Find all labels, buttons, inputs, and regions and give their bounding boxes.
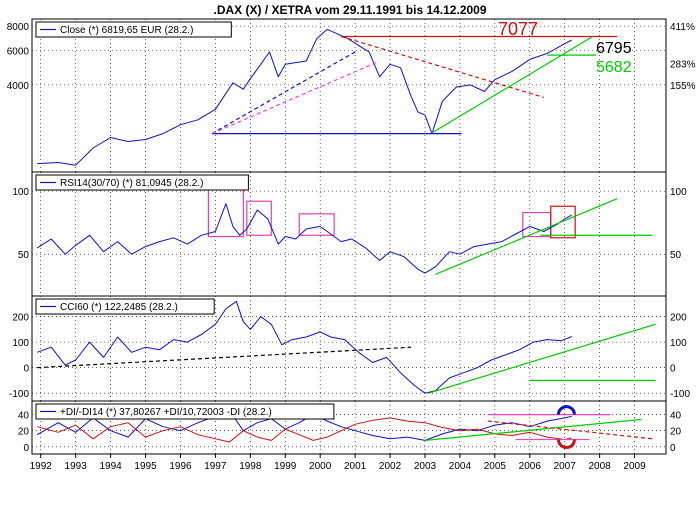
year-label: 2000 — [309, 461, 332, 472]
year-label: 2005 — [484, 461, 507, 472]
year-label: 1996 — [169, 461, 192, 472]
trendline — [37, 346, 412, 369]
trendline — [424, 418, 642, 441]
x-axis: 1992 1993 1994 1995 1996 1997 1998 1999 2000 2001… — [30, 454, 646, 472]
rsi-series-line — [36, 203, 572, 274]
year-label: 2003 — [414, 461, 437, 472]
price-annotation: 6795 — [596, 40, 632, 57]
year-label: 1994 — [99, 461, 122, 472]
highlight-arc — [556, 439, 576, 449]
year-label: 2002 — [379, 461, 402, 472]
left-tick-label: 0 — [23, 443, 29, 454]
cci-panel: 200 200 100 100 0 0 -100 -100 CCI60 (*) 122,2485… — [9, 295, 690, 402]
dmi-frame — [31, 400, 667, 455]
left-tick-label: 4000 — [7, 81, 30, 92]
legend-box — [35, 174, 249, 191]
legend-box — [35, 21, 232, 38]
legend-label: RSI14(30/70) (*) 81,0945 (28.2.) — [60, 178, 203, 189]
left-tick-label: 20 — [18, 427, 30, 438]
year-label: 1993 — [65, 461, 88, 472]
minus_di-series-line — [37, 417, 572, 443]
right-tick-label: 20 — [670, 427, 682, 438]
rsi-frame — [31, 171, 667, 297]
right-tick-label: 155% — [670, 81, 696, 92]
left-tick-label: 50 — [18, 250, 30, 261]
right-tick-label: 100 — [670, 338, 687, 349]
trendline — [340, 35, 544, 98]
legend-label: CCI60 (*) 122,2485 (28.2.) — [60, 302, 178, 313]
left-tick-label: 100 — [12, 187, 29, 198]
trendline — [435, 198, 618, 275]
right-tick-label: 283% — [670, 60, 696, 71]
left-tick-label: 200 — [12, 313, 29, 324]
trendline — [211, 62, 377, 135]
cci-series-line — [37, 300, 572, 394]
trendline — [428, 323, 656, 394]
year-label: 2006 — [519, 461, 542, 472]
left-tick-label: 100 — [12, 338, 29, 349]
year-label: 2008 — [589, 461, 612, 472]
year-label: 1992 — [30, 461, 53, 472]
highlight-box — [298, 213, 335, 236]
trendline — [431, 35, 593, 134]
price-annotation: 7077 — [498, 19, 538, 39]
right-tick-label: 0 — [670, 443, 676, 454]
right-tick-label: 411% — [670, 22, 695, 33]
legend-label: +DI/-DI14 (*) 37,80267 +DI/10,72003 -DI … — [60, 407, 272, 418]
highlight-box — [550, 205, 576, 239]
left-tick-label: 40 — [18, 411, 30, 422]
close-series-line — [37, 28, 572, 166]
highlight-box — [522, 211, 552, 238]
trendline — [487, 420, 653, 440]
legend-box — [35, 403, 335, 420]
close-frame — [31, 18, 667, 173]
left-tick-label: -100 — [9, 389, 29, 400]
highlight-arc — [556, 405, 576, 415]
year-label: 2004 — [449, 461, 472, 472]
right-tick-label: 200 — [670, 313, 687, 324]
left-tick-label: 0 — [23, 364, 29, 375]
trendline — [211, 51, 356, 135]
dmi-panel: 40 40 20 20 0 0 +DI/-DI14 (*) 37,80267 +DI/10,… — [18, 400, 682, 455]
legend-label: Close (*) 6819,65 EUR (28.2.) — [60, 25, 193, 36]
year-label: 2007 — [554, 461, 577, 472]
right-tick-label: 0 — [670, 364, 676, 375]
right-tick-label: 40 — [670, 411, 682, 422]
year-label: 1997 — [204, 461, 227, 472]
year-label: 1995 — [134, 461, 157, 472]
legend-box — [35, 298, 215, 315]
right-tick-label: -100 — [670, 389, 690, 400]
year-label: 1999 — [274, 461, 297, 472]
year-label: 2009 — [623, 461, 646, 472]
right-tick-label: 100 — [670, 187, 687, 198]
highlight-box — [246, 200, 272, 236]
year-label: 2001 — [344, 461, 367, 472]
year-label: 1998 — [239, 461, 262, 472]
left-tick-label: 6000 — [7, 47, 30, 58]
left-tick-label: 8000 — [7, 22, 30, 33]
close-panel: 8000 411% 6000 283% 4000 155% Close (*) 6819,6… — [7, 18, 696, 173]
price-annotation: 5682 — [596, 59, 632, 76]
rsi-panel: 100 100 50 50 RSI14(30/70) (*) 81,0945 (28.2… — [12, 171, 687, 297]
chart-title: .DAX (X) / XETRA vom 29.11.1991 bis 14.1… — [213, 3, 486, 17]
right-tick-label: 50 — [670, 250, 682, 261]
